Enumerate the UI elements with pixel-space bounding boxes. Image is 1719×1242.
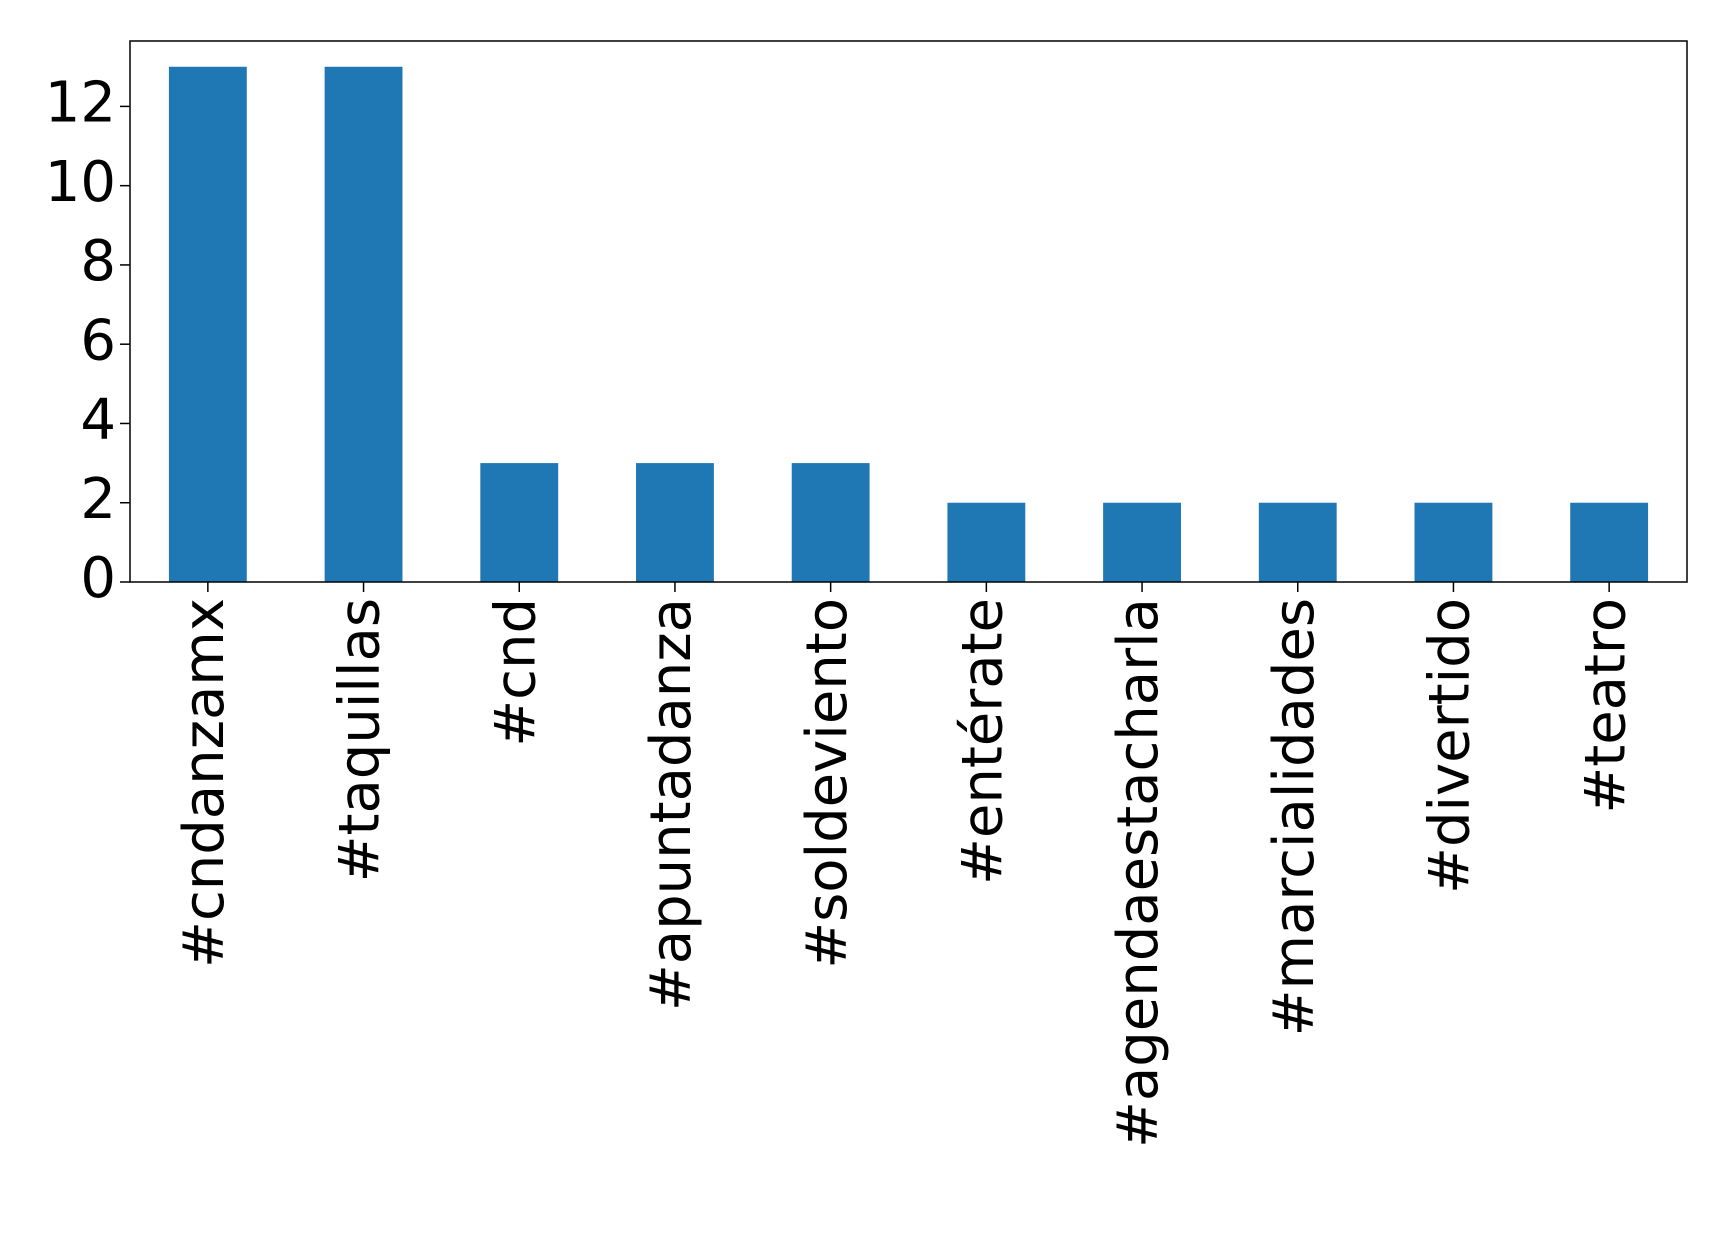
bar xyxy=(480,463,559,582)
x-tick-label: #teatro xyxy=(1573,598,1638,814)
y-tick-label: 4 xyxy=(80,388,116,453)
x-tick-label: #agendaestacharla xyxy=(1106,598,1171,1148)
y-tick-label: 10 xyxy=(45,150,116,215)
plot-frame xyxy=(129,40,1688,583)
x-tick-label: #soldeviento xyxy=(795,598,860,969)
bar xyxy=(324,66,403,582)
bar xyxy=(1258,502,1337,582)
y-tick-label: 12 xyxy=(45,71,116,136)
y-tick-label: 0 xyxy=(80,546,116,611)
x-tick-label: #entérate xyxy=(950,598,1015,885)
x-tick-label: #divertido xyxy=(1418,598,1483,894)
bar xyxy=(947,502,1026,582)
bar xyxy=(791,463,870,582)
bar xyxy=(1414,502,1493,582)
y-tick-label: 8 xyxy=(80,229,116,294)
bar xyxy=(1570,502,1649,582)
bar xyxy=(1103,502,1181,582)
y-tick-label: 2 xyxy=(80,467,116,532)
bar xyxy=(636,463,714,582)
x-tick-label: #cndanzamx xyxy=(172,598,237,968)
y-tick-label: 6 xyxy=(80,308,116,373)
x-tick-label: #cnd xyxy=(483,598,548,747)
x-tick-label: #apuntadanza xyxy=(639,598,704,1011)
bar xyxy=(168,66,247,582)
x-tick-label: #marcialidades xyxy=(1262,598,1327,1036)
x-tick-label: #taquillas xyxy=(328,598,393,882)
